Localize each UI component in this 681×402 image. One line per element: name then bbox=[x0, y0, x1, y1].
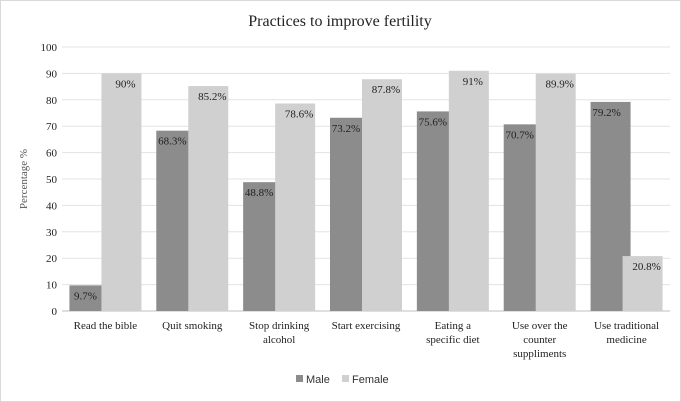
y-tick-label: 10 bbox=[46, 280, 58, 292]
data-label: 85.2% bbox=[198, 91, 226, 103]
y-tick-label: 80 bbox=[46, 95, 58, 107]
category-label: Start exercising bbox=[332, 320, 401, 332]
data-label: 87.8% bbox=[372, 84, 400, 96]
y-axis-label: Percentage % bbox=[18, 149, 30, 209]
legend: Male Female bbox=[296, 374, 389, 386]
data-labels: 9.7% 90% 68.3% 85.2% 48.8% 78.6% 73.2% 87.8% 75.… bbox=[74, 76, 661, 303]
bar-female bbox=[448, 70, 489, 311]
category-label-line: Eating a bbox=[435, 320, 471, 332]
bar-female bbox=[101, 73, 142, 312]
data-label: 90% bbox=[115, 78, 135, 90]
y-tick-label: 60 bbox=[46, 148, 58, 160]
category-label-line: counter bbox=[523, 334, 556, 346]
bar-female bbox=[188, 86, 229, 312]
category-label: Quit smoking bbox=[162, 320, 223, 332]
y-tick-label: 40 bbox=[46, 200, 58, 212]
chart-title: Practices to improve fertility bbox=[248, 13, 432, 30]
category-label-line: Stop drinking bbox=[249, 320, 310, 332]
category-label: Stop drinking alcohol bbox=[249, 320, 310, 346]
legend-swatch-male bbox=[296, 375, 303, 382]
y-axis-ticks: 0 10 20 30 40 50 60 70 80 90 100 bbox=[41, 42, 58, 318]
y-tick-label: 70 bbox=[46, 121, 58, 133]
bars bbox=[69, 70, 663, 312]
category-label: Read the bible bbox=[74, 320, 138, 332]
bar-female bbox=[622, 256, 663, 311]
y-tick-label: 0 bbox=[52, 306, 58, 318]
data-label: 73.2% bbox=[332, 123, 360, 135]
bar-female bbox=[275, 103, 316, 311]
category-label-line: Quit smoking bbox=[162, 320, 223, 332]
data-label: 78.6% bbox=[285, 108, 313, 120]
bar-female bbox=[362, 79, 402, 311]
category-label: Eating a specific diet bbox=[426, 320, 479, 346]
data-label: 20.8% bbox=[632, 261, 660, 273]
y-tick-label: 50 bbox=[46, 174, 58, 186]
category-label: Use over the counter suppliments bbox=[512, 320, 568, 360]
data-label: 48.8% bbox=[245, 187, 273, 199]
legend-label-male: Male bbox=[306, 374, 330, 386]
y-tick-label: 100 bbox=[41, 42, 58, 54]
category-label-line: medicine bbox=[606, 334, 646, 346]
y-tick-label: 20 bbox=[46, 253, 58, 265]
category-label-line: alcohol bbox=[263, 334, 295, 346]
data-label: 70.7% bbox=[506, 129, 534, 141]
category-label: Use traditional medicine bbox=[594, 320, 659, 346]
category-label-line: specific diet bbox=[426, 334, 479, 346]
y-tick-label: 30 bbox=[46, 227, 58, 239]
y-tick-label: 90 bbox=[46, 68, 58, 80]
legend-label-female: Female bbox=[352, 374, 389, 386]
data-label: 68.3% bbox=[158, 136, 186, 148]
data-label: 9.7% bbox=[74, 290, 97, 302]
category-label-line: Start exercising bbox=[332, 320, 401, 332]
category-label-line: Read the bible bbox=[74, 320, 138, 332]
data-label: 79.2% bbox=[592, 107, 620, 119]
data-label: 75.6% bbox=[419, 116, 447, 128]
category-label-line: suppliments bbox=[513, 348, 566, 360]
data-label: 89.9% bbox=[546, 79, 574, 91]
legend-swatch-female bbox=[342, 375, 349, 382]
bar-female bbox=[535, 73, 576, 311]
data-label: 91% bbox=[463, 76, 483, 88]
category-label-line: Use over the bbox=[512, 320, 568, 332]
category-label-line: Use traditional bbox=[594, 320, 659, 332]
category-labels: Read the bible Quit smoking Stop drinking a… bbox=[74, 320, 659, 360]
